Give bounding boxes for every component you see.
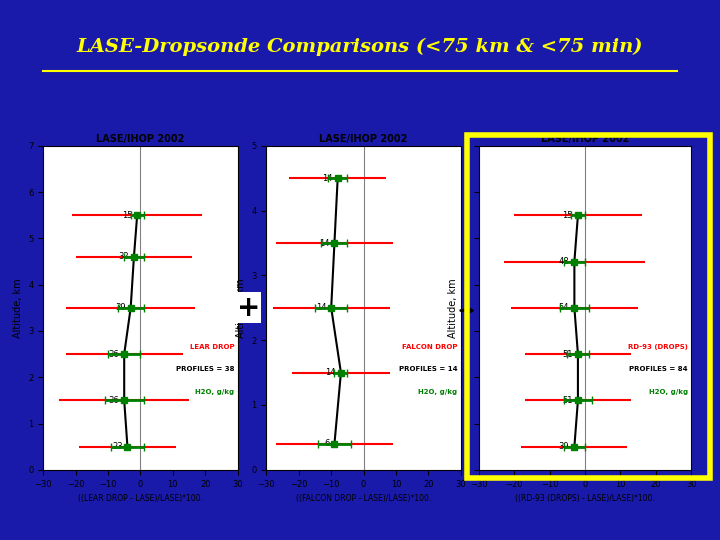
Text: 39: 39 xyxy=(115,303,126,312)
X-axis label: ((LEAR DROP - LASE)/LASE)*100.: ((LEAR DROP - LASE)/LASE)*100. xyxy=(78,494,203,503)
Text: 23: 23 xyxy=(112,442,122,451)
Text: H2O, g/kg: H2O, g/kg xyxy=(649,389,688,395)
Title: LASE/IHOP 2002: LASE/IHOP 2002 xyxy=(320,133,408,144)
Text: PROFILES = 84: PROFILES = 84 xyxy=(629,366,688,373)
Text: H2O, g/kg: H2O, g/kg xyxy=(418,389,458,395)
Text: 48: 48 xyxy=(559,257,569,266)
Y-axis label: Altitude, km: Altitude, km xyxy=(12,278,22,338)
Y-axis label: Altitude, km: Altitude, km xyxy=(235,278,246,338)
Text: 36: 36 xyxy=(109,396,120,405)
Text: +: + xyxy=(237,294,260,322)
Text: 14: 14 xyxy=(319,239,330,247)
Text: FALCON DROP: FALCON DROP xyxy=(402,343,458,350)
Text: 14: 14 xyxy=(325,368,336,377)
Text: PROFILES = 14: PROFILES = 14 xyxy=(399,366,458,373)
Title: LASE/IHOP 2002: LASE/IHOP 2002 xyxy=(96,133,184,144)
Text: 51: 51 xyxy=(562,396,572,405)
Text: RD-93 (DROPS): RD-93 (DROPS) xyxy=(628,343,688,350)
Y-axis label: Altitude, km: Altitude, km xyxy=(448,278,458,338)
Text: 39: 39 xyxy=(559,442,569,451)
Text: 51: 51 xyxy=(562,349,572,359)
Text: 15: 15 xyxy=(562,211,572,220)
Title: LASE/IHOP 2002: LASE/IHOP 2002 xyxy=(541,133,629,144)
Text: 14: 14 xyxy=(316,303,326,312)
Text: LASE-Dropsonde Comparisons (<75 km & <75 min): LASE-Dropsonde Comparisons (<75 km & <75… xyxy=(77,37,643,56)
Text: 36: 36 xyxy=(109,349,120,359)
Text: H2O, g/kg: H2O, g/kg xyxy=(195,389,235,395)
Text: PROFILES = 38: PROFILES = 38 xyxy=(176,366,235,373)
Text: 14: 14 xyxy=(323,174,333,183)
Text: LEAR DROP: LEAR DROP xyxy=(190,343,235,350)
X-axis label: ((FALCON DROP - LASE)/LASE)*100.: ((FALCON DROP - LASE)/LASE)*100. xyxy=(296,494,431,503)
Text: 54: 54 xyxy=(559,303,569,312)
Text: 32: 32 xyxy=(118,252,129,261)
X-axis label: ((RD-93 (DROPS) - LASE)/LASE)*100.: ((RD-93 (DROPS) - LASE)/LASE)*100. xyxy=(515,494,655,503)
Text: 15: 15 xyxy=(122,211,132,220)
Text: 6: 6 xyxy=(324,440,330,448)
